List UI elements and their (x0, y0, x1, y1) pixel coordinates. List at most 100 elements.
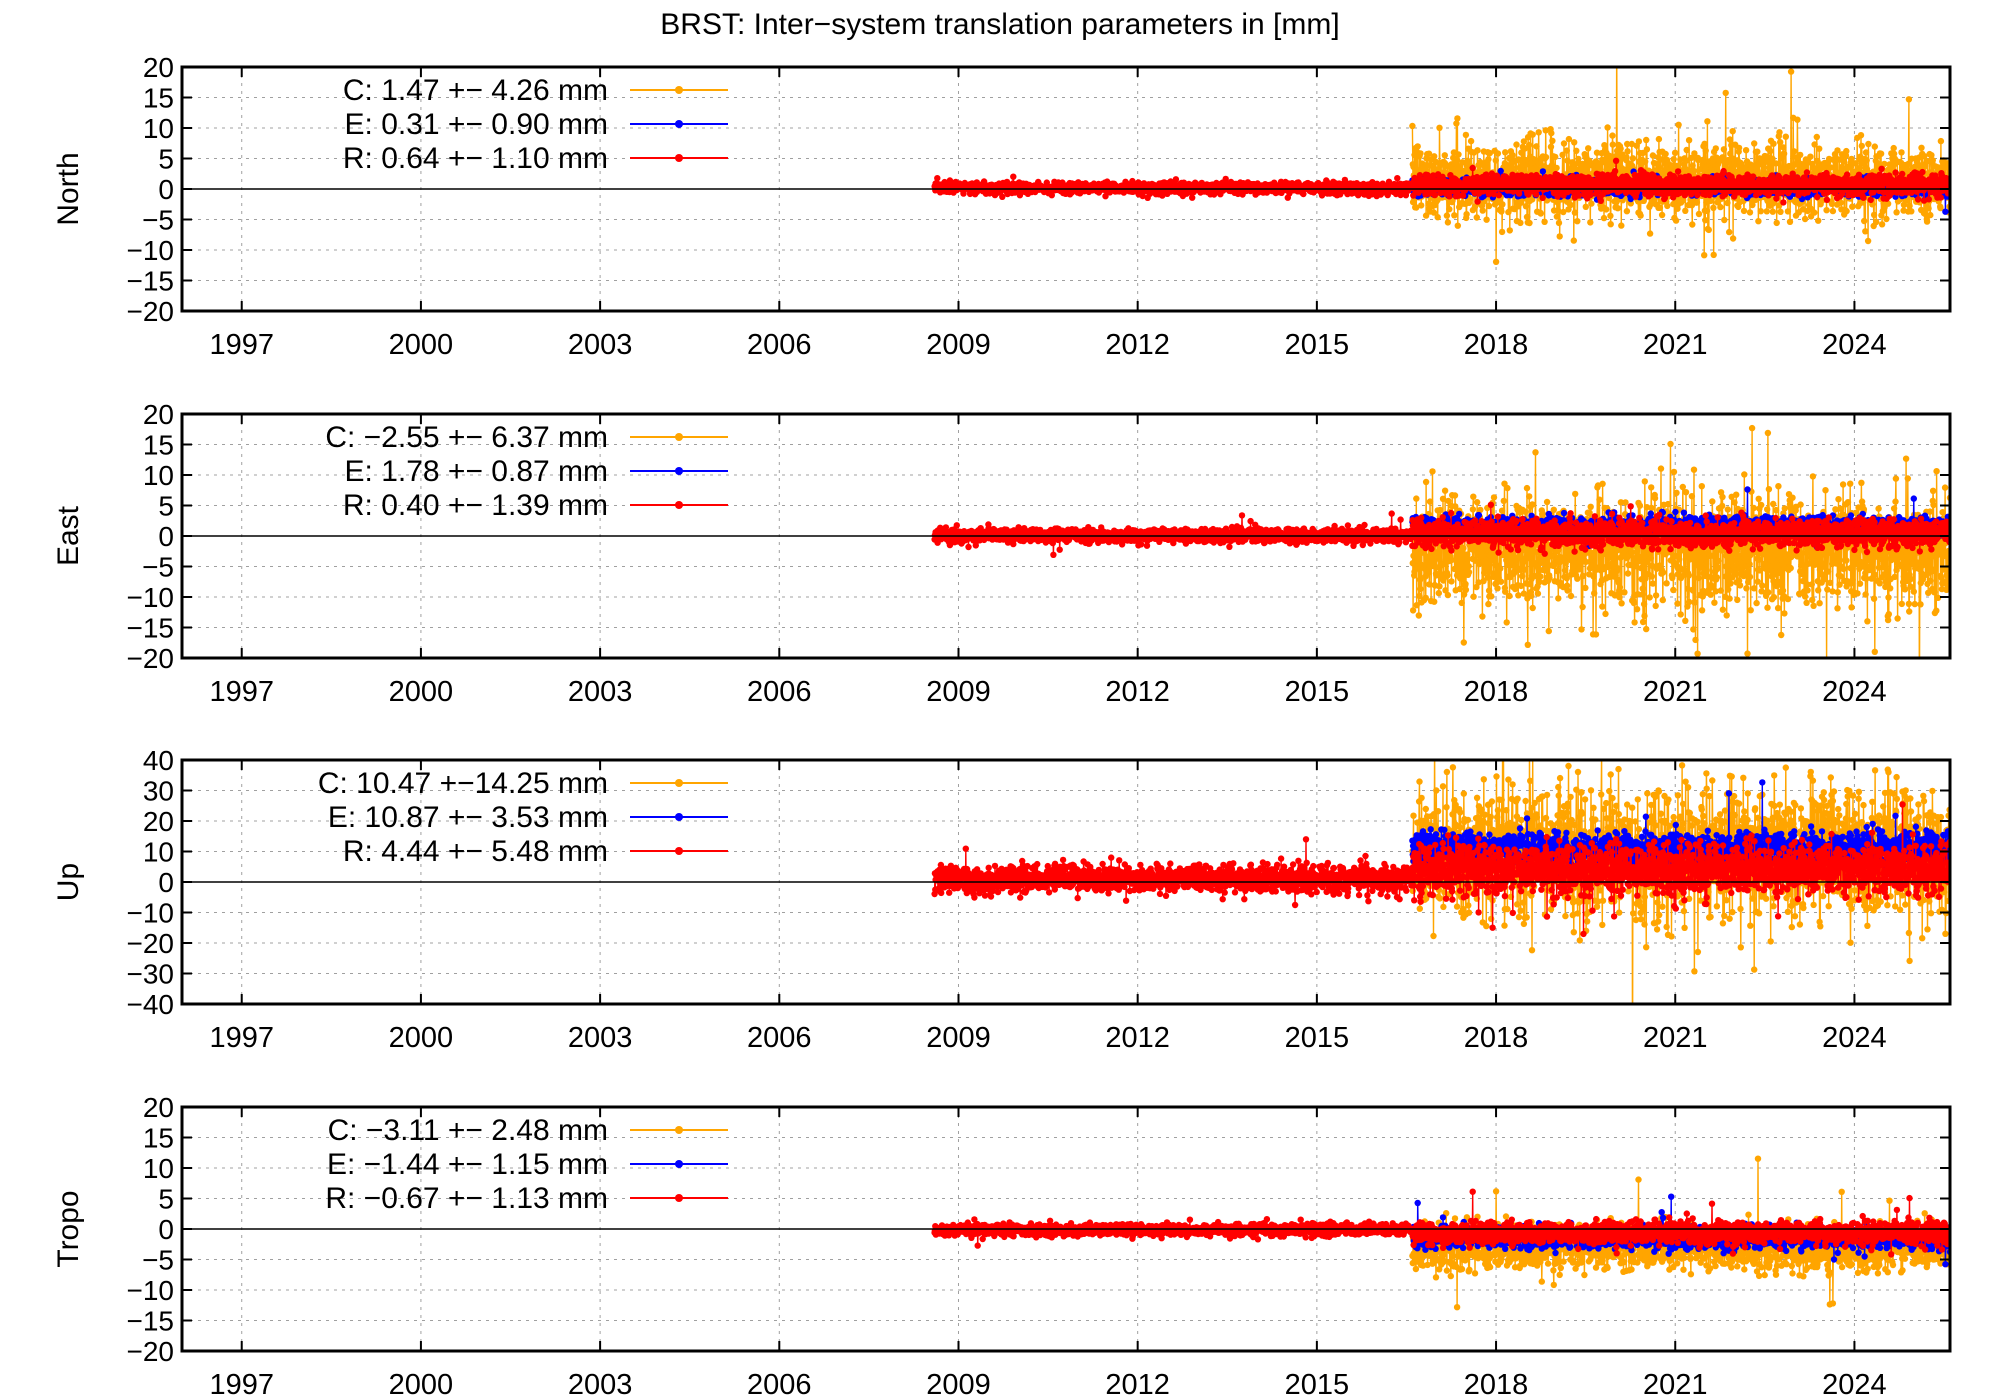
data-point (1777, 208, 1784, 215)
data-point (1881, 160, 1888, 168)
data-point (1542, 127, 1549, 134)
data-point (1556, 233, 1563, 240)
data-point (1675, 121, 1682, 128)
data-point (1509, 152, 1516, 159)
data-point (1890, 150, 1898, 157)
data-point (1905, 96, 1913, 103)
data-point (1614, 197, 1621, 204)
data-point (1508, 163, 1516, 171)
data-point (1701, 252, 1708, 259)
data-point (1862, 149, 1870, 156)
data-point (1782, 133, 1790, 140)
data-point (1587, 219, 1594, 226)
data-point (1763, 208, 1771, 215)
data-point (1635, 138, 1643, 145)
data-point (1485, 156, 1492, 163)
data-point (1409, 122, 1416, 130)
data-point (1720, 146, 1728, 153)
data-point (1492, 157, 1500, 164)
data-point (1735, 144, 1743, 152)
data-point (1573, 147, 1580, 154)
data-point (1942, 208, 1949, 215)
data-point (1921, 153, 1928, 160)
data-point (1766, 164, 1773, 171)
data-point (1827, 164, 1834, 171)
data-point (1797, 151, 1804, 159)
data-point (1469, 164, 1476, 172)
data-point (1453, 120, 1460, 127)
data-point (1874, 160, 1882, 168)
data-point (1729, 128, 1736, 135)
data-point (1799, 165, 1806, 172)
data-point (1571, 209, 1579, 216)
data-point (1609, 132, 1616, 139)
data-point (1683, 157, 1690, 164)
data-point (1609, 141, 1617, 148)
data-point (1189, 194, 1196, 201)
data-point (1629, 155, 1637, 162)
data-point (1769, 208, 1777, 215)
data-point (1849, 203, 1856, 210)
data-point (1494, 150, 1502, 157)
data-point (1517, 219, 1524, 227)
data-point (1923, 218, 1931, 225)
data-point (1646, 230, 1654, 237)
data-point (1655, 135, 1663, 143)
data-point (1444, 219, 1452, 226)
data-point (1929, 157, 1937, 164)
data-point (1541, 218, 1548, 225)
data-point (1871, 143, 1879, 150)
data-point (1571, 139, 1578, 146)
data-point (1937, 204, 1944, 212)
data-point (1796, 160, 1804, 167)
data-point (1533, 143, 1540, 150)
data-point (1495, 192, 1503, 199)
data-point (1664, 202, 1671, 210)
data-point (1552, 153, 1559, 161)
data-point (1474, 198, 1481, 205)
data-point (1418, 202, 1425, 209)
data-point (1707, 197, 1714, 205)
data-point (1542, 154, 1550, 161)
data-point (1462, 131, 1470, 139)
data-point (1524, 213, 1531, 221)
data-point (1776, 129, 1783, 136)
data-point (1683, 146, 1690, 154)
data-point (1740, 207, 1748, 215)
data-point (1905, 160, 1912, 167)
data-point (1834, 147, 1841, 154)
data-point (1679, 196, 1687, 204)
data-point (1623, 208, 1631, 215)
data-point (1564, 157, 1571, 164)
data-point (1548, 129, 1555, 137)
data-point (1627, 200, 1635, 207)
data-point (1878, 221, 1886, 228)
data-point (999, 193, 1006, 200)
data-point (1857, 132, 1865, 139)
data-point (1813, 133, 1821, 141)
data-point (1794, 116, 1801, 123)
data-point (1559, 151, 1566, 158)
data-point (1582, 203, 1590, 210)
data-point (1769, 155, 1776, 162)
data-point (1443, 212, 1451, 219)
data-point (1873, 218, 1880, 226)
data-point (1549, 137, 1556, 144)
data-point (1467, 137, 1475, 145)
data-point (1770, 140, 1777, 147)
data-point (1547, 143, 1555, 150)
data-point (1749, 201, 1756, 209)
data-point (1637, 212, 1644, 219)
data-point (1671, 149, 1679, 156)
data-point (1579, 160, 1586, 168)
data-point (1918, 144, 1925, 151)
data-point (1829, 207, 1837, 215)
data-point (1642, 158, 1649, 165)
data-point (1441, 152, 1449, 159)
data-point (1436, 124, 1443, 131)
data-point (1729, 235, 1737, 242)
data-point (1459, 159, 1466, 166)
data-point (1925, 205, 1932, 212)
data-point (1605, 194, 1613, 202)
data-point (1823, 207, 1830, 214)
